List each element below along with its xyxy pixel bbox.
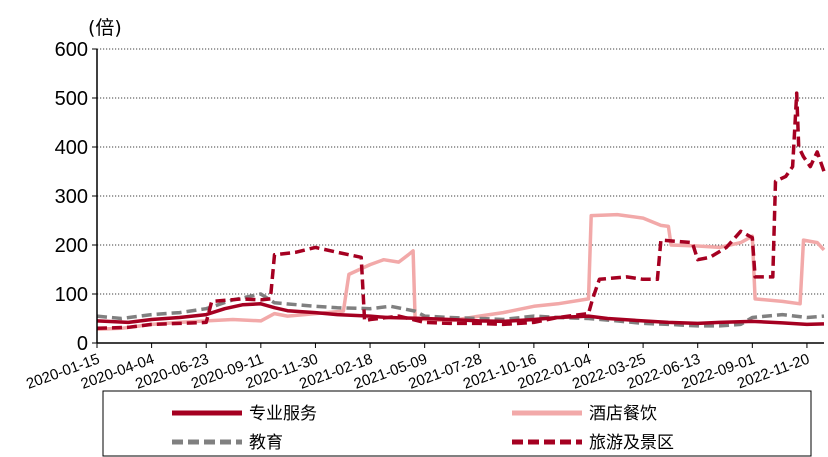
series-lines bbox=[96, 91, 826, 332]
legend-label: 教育 bbox=[249, 433, 283, 453]
y-tick-label: 500 bbox=[55, 88, 88, 110]
series-line-1 bbox=[96, 302, 825, 327]
y-unit-label: (倍) bbox=[88, 17, 122, 39]
y-tick-label: 600 bbox=[55, 39, 88, 61]
series-line-4 bbox=[96, 91, 826, 331]
legend-label: 专业服务 bbox=[249, 404, 317, 424]
y-tick-label: 400 bbox=[55, 137, 88, 159]
series-line-3 bbox=[96, 292, 825, 328]
y-tick-label: 0 bbox=[77, 333, 88, 355]
y-tick-label: 100 bbox=[55, 284, 88, 306]
series-line-2 bbox=[96, 212, 826, 332]
x-axis-ticks: 2020-01-152020-04-042020-06-232020-09-11… bbox=[24, 343, 812, 393]
y-tick-label: 200 bbox=[55, 235, 88, 257]
legend-box bbox=[102, 390, 812, 457]
legend-label: 旅游及景区 bbox=[589, 433, 674, 453]
y-tick-label: 300 bbox=[55, 186, 88, 208]
y-axis-ticks: 0 100 200 300 400 500 600 bbox=[55, 39, 97, 355]
legend-label: 酒店餐饮 bbox=[589, 404, 657, 424]
gridlines bbox=[97, 48, 824, 295]
